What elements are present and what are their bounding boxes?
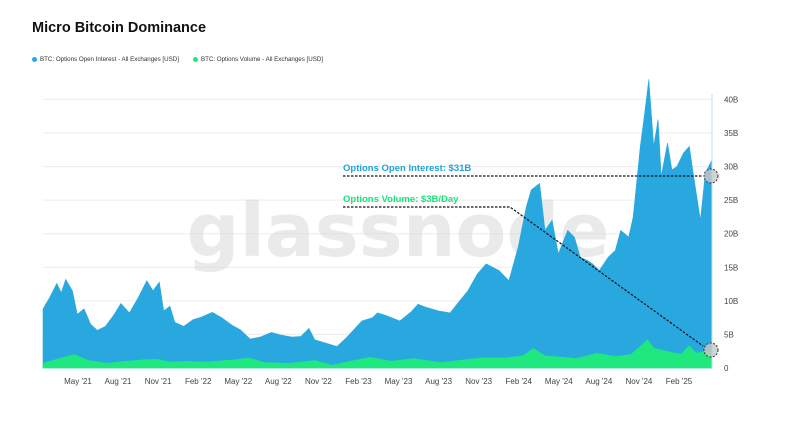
x-tick-label: Aug '22 <box>265 377 292 386</box>
annotation-open-interest-label: Options Open Interest: $31B <box>343 163 471 174</box>
legend-item-volume[interactable]: BTC: Options Volume - All Exchanges [USD… <box>192 56 324 63</box>
y-tick-label: 10B <box>724 297 738 306</box>
annotation-volume-label: Options Volume: $3B/Day <box>343 194 459 205</box>
legend-label-open-interest: BTC: Options Open Interest - All Exchang… <box>40 56 179 63</box>
x-axis-ticks: May '21 Aug '21 Nov '21 Feb '22 May '22 Aug '… <box>64 377 693 386</box>
x-tick-label: May '24 <box>545 377 573 386</box>
annotations: Options Open Interest: $31B Options Volu… <box>343 163 719 358</box>
series-volume <box>42 339 713 369</box>
x-tick-label: Feb '23 <box>345 377 372 386</box>
y-tick-label: 0 <box>724 364 729 373</box>
y-tick-label: 20B <box>724 230 738 239</box>
legend-label-volume: BTC: Options Volume - All Exchanges [USD… <box>200 56 324 63</box>
legend-marker-open-interest <box>32 57 37 62</box>
y-tick-label: 25B <box>724 196 738 205</box>
x-tick-label: Aug '21 <box>105 377 132 386</box>
x-tick-label: May '22 <box>224 377 252 386</box>
x-tick-label: May '21 <box>64 377 92 386</box>
x-tick-label: Aug '24 <box>585 377 612 386</box>
y-tick-label: 35B <box>724 129 738 138</box>
legend-marker-volume <box>192 57 198 62</box>
x-tick-label: Nov '24 <box>625 377 652 386</box>
y-tick-label: 15B <box>724 263 738 272</box>
annotation-volume-line <box>343 206 704 347</box>
y-axis-ticks: 0 5B 10B 15B 20B 25B 30B 35B 40B <box>724 95 738 373</box>
x-tick-label: Nov '23 <box>465 377 492 386</box>
x-tick-label: Feb '25 <box>666 377 693 386</box>
area-volume <box>42 339 713 369</box>
x-tick-label: Feb '24 <box>506 377 533 386</box>
legend-item-open-interest[interactable]: BTC: Options Open Interest - All Exchang… <box>32 56 179 63</box>
series-open-interest <box>42 79 713 369</box>
chart-legend: BTC: Options Open Interest - All Exchang… <box>32 56 323 63</box>
x-tick-label: May '23 <box>385 377 413 386</box>
y-tick-label: 40B <box>724 95 738 104</box>
area-open-interest <box>42 79 713 369</box>
x-tick-label: Nov '21 <box>145 377 172 386</box>
x-tick-label: Aug '23 <box>425 377 452 386</box>
y-tick-label: 30B <box>724 163 738 172</box>
annotation-volume-marker <box>703 342 719 358</box>
chart-title: Micro Bitcoin Dominance <box>32 20 207 36</box>
annotation-open-interest-marker <box>703 168 719 184</box>
y-tick-label: 5B <box>724 330 734 339</box>
x-tick-label: Nov '22 <box>305 377 332 386</box>
x-tick-label: Feb '22 <box>185 377 212 386</box>
